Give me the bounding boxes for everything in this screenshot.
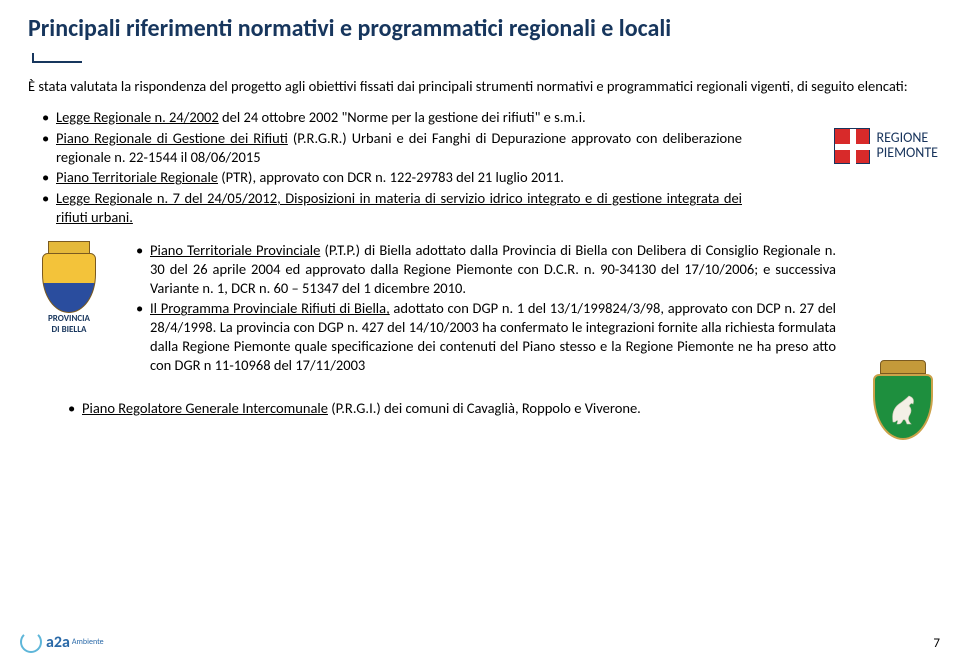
list-item: Legge Regionale n. 7 del 24/05/2012, Dis… [42, 189, 742, 227]
a2a-subtext: Ambiente [72, 637, 104, 647]
biella-label-1: PROVINCIA [28, 313, 110, 324]
provincia-biella-crest: PROVINCIA DI BIELLA [28, 241, 110, 335]
regione-label-line2: PIEMONTE [876, 146, 938, 161]
regione-label: REGIONE PIEMONTE [876, 131, 938, 160]
shield-icon [42, 253, 96, 313]
block-provincial: PROVINCIA DI BIELLA Piano Territoriale P… [28, 241, 932, 377]
regione-flag-icon [834, 128, 870, 164]
list-item: Piano Regolatore Generale Intercomunale … [68, 399, 932, 418]
list-item: Piano Regionale di Gestione dei Rifiuti … [42, 129, 742, 167]
underlined-term: Legge Regionale n. 24/2002 [56, 108, 219, 126]
list-item: Piano Territoriale Regionale (PTR), appr… [42, 168, 742, 187]
intro-paragraph: È stata valutata la rispondenza del prog… [28, 77, 932, 96]
page-number: 7 [933, 636, 940, 651]
underlined-term: Piano Territoriale Provinciale [150, 241, 320, 259]
list-item: Piano Territoriale Provinciale (P.T.P.) … [136, 241, 932, 298]
spiral-icon [20, 631, 42, 653]
provincial-list: Piano Territoriale Provinciale (P.T.P.) … [122, 241, 932, 375]
underlined-term: Legge Regionale n. 7 del 24/05/2012, Dis… [56, 189, 742, 226]
title-underline [32, 53, 82, 63]
crown-icon [48, 241, 90, 253]
underlined-term: Piano Territoriale Regionale [56, 168, 218, 186]
block-communal: Piano Regolatore Generale Intercomunale … [28, 399, 932, 418]
block-regional: Legge Regionale n. 24/2002 del 24 ottobr… [28, 108, 932, 227]
regional-list: Legge Regionale n. 24/2002 del 24 ottobr… [28, 108, 742, 227]
page-title: Principali riferimenti normativi e progr… [28, 14, 932, 43]
crown-icon [880, 360, 926, 374]
list-item: Il Programma Provinciale Rifiuti di Biel… [136, 299, 932, 374]
list-item: Legge Regionale n. 24/2002 del 24 ottobr… [42, 108, 742, 127]
communal-list: Piano Regolatore Generale Intercomunale … [54, 399, 932, 418]
regione-piemonte-logo: REGIONE PIEMONTE [834, 128, 938, 164]
a2a-logo: a2a Ambiente [20, 631, 104, 653]
underlined-term: Piano Regolatore Generale Intercomunale [82, 399, 328, 417]
biella-label-2: DI BIELLA [28, 324, 110, 335]
underlined-term: Il Programma Provinciale Rifiuti di Biel… [150, 299, 390, 317]
underlined-term: Piano Regionale di Gestione dei Rifiuti [56, 129, 288, 147]
a2a-text: a2a [46, 633, 70, 652]
